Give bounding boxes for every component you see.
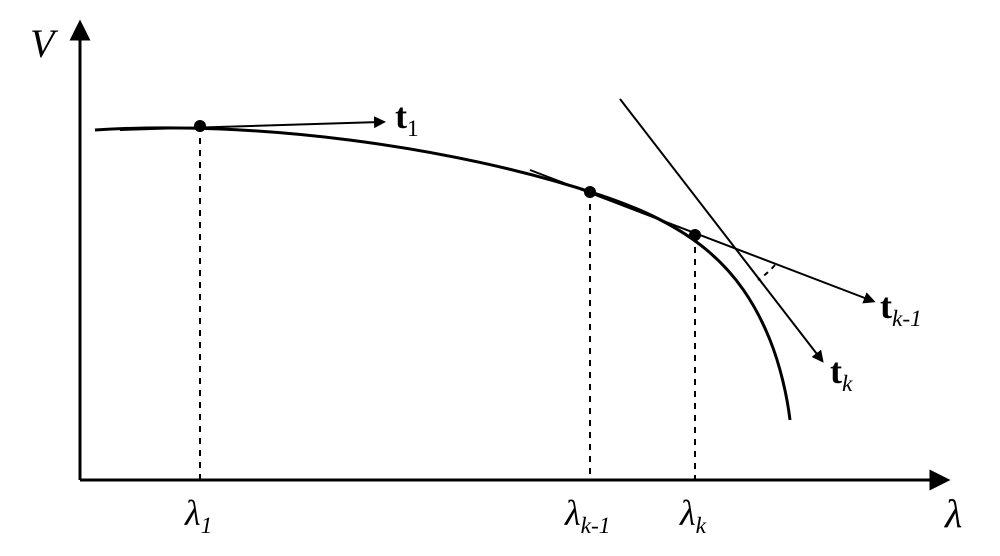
tangent-label-tk: tk	[830, 350, 852, 398]
tangent-t1	[120, 122, 380, 130]
tangent-tk_line	[620, 99, 820, 358]
tick-lambda-k: λk	[680, 492, 706, 540]
tick-lambda-1: λ1	[185, 492, 212, 540]
y-axis-label: V	[30, 20, 54, 67]
x-axis-label: λ	[945, 490, 962, 537]
angle-arc	[758, 265, 775, 280]
tangent-label-t1: t1	[395, 95, 419, 143]
point-p1	[194, 120, 206, 132]
point-pk	[689, 229, 701, 241]
point-pk_1	[584, 186, 596, 198]
tick-lambda-k-1: λk-1	[565, 492, 610, 540]
diagram-svg	[0, 0, 1000, 556]
tangent-label-tk-1: tk-1	[880, 285, 922, 333]
